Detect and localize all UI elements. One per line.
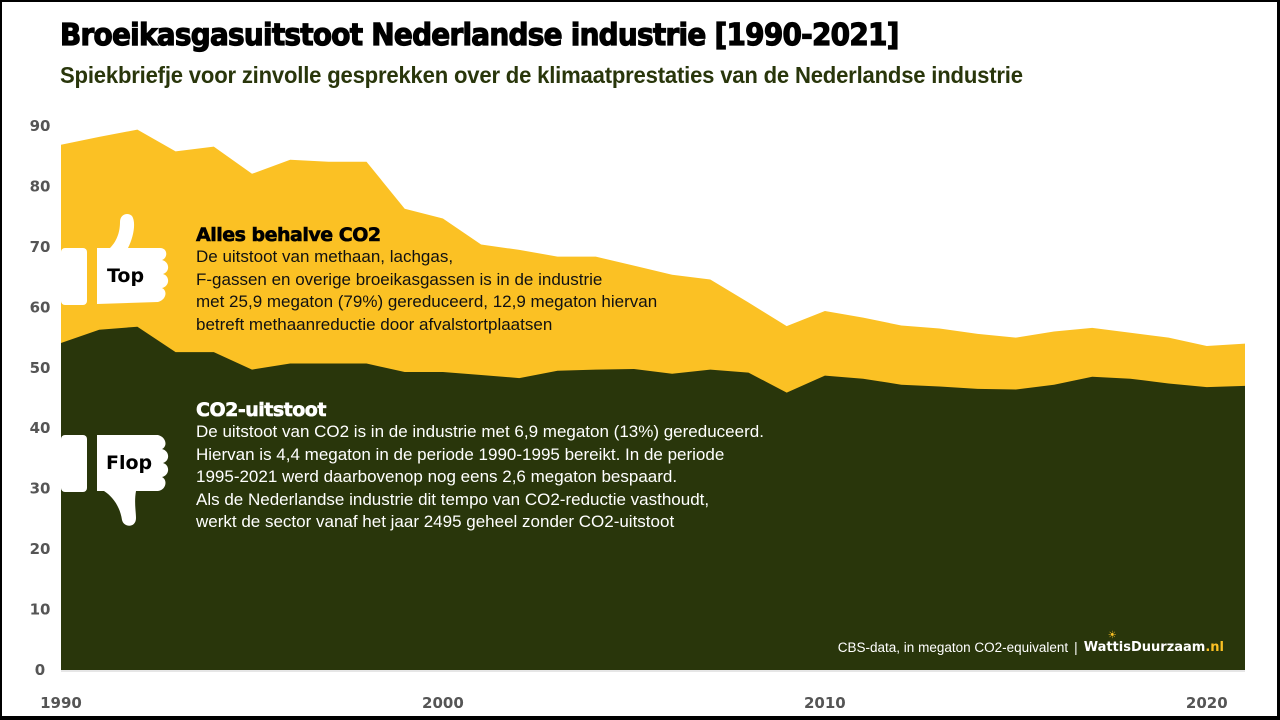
y-tick-label: 30: [30, 480, 51, 498]
flop-badge: Flop: [106, 452, 153, 474]
y-tick-label: 10: [30, 601, 51, 619]
y-tick-label: 60: [30, 298, 51, 316]
x-tick-label: 2000: [422, 694, 464, 712]
annotation-top-line: De uitstoot van methaan, lachgas,: [196, 247, 454, 266]
x-tick-label: 1990: [40, 694, 82, 712]
brand-logo: ☀ WattisDuurzaam.nl: [1083, 630, 1224, 655]
annotation-top: Alles behalve CO2 De uitstoot van methaa…: [196, 224, 657, 336]
annotation-flop-line: De uitstoot van CO2 is in de industrie m…: [196, 422, 764, 441]
annotation-flop-line: Hiervan is 4,4 megaton in de periode 199…: [196, 444, 725, 464]
source-text: CBS-data, in megaton CO2-equivalent: [837, 640, 1069, 655]
sun-icon: ☀: [1107, 630, 1117, 641]
annotation-top-heading: Alles behalve CO2: [196, 224, 382, 247]
annotation-flop: CO2-uitstoot De uitstoot van CO2 is in d…: [196, 399, 764, 534]
annotation-top-line: F-gassen en overige broeikasgassen is in…: [196, 269, 603, 289]
logo-main: WattisDuurzaam: [1083, 640, 1206, 655]
source-credit: CBS-data, in megaton CO2-equivalent | ☀ …: [837, 630, 1224, 655]
annotation-flop-line: Als de Nederlandse industrie dit tempo v…: [196, 489, 710, 509]
page-subtitle: Spiekbriefje voor zinvolle gesprekken ov…: [60, 62, 1023, 88]
chart-areas: [61, 129, 1245, 672]
y-tick-label: 0: [35, 661, 45, 679]
y-tick-label: 20: [30, 540, 51, 558]
y-tick-label: 90: [30, 117, 51, 135]
area-co2: [61, 326, 1245, 670]
annotation-flop-line: 1995-2021 werd daarbovenop nog eens 2,6 …: [196, 467, 678, 486]
x-tick-label: 2020: [1186, 694, 1228, 712]
x-axis: 1990 2000 2010 2020: [40, 694, 1228, 712]
source-separator: |: [1074, 640, 1078, 655]
y-tick-label: 50: [30, 359, 51, 377]
y-tick-label: 70: [30, 238, 51, 256]
annotation-flop-heading: CO2-uitstoot: [196, 399, 327, 422]
logo-tld: nl: [1210, 640, 1224, 655]
annotation-top-line: met 25,9 megaton (79%) gereduceerd, 12,9…: [196, 292, 658, 311]
y-axis: 0 10 20 30 40 50 60 70 80 90: [30, 117, 51, 679]
page-title: Broeikasgasuitstoot Nederlandse industri…: [59, 17, 900, 53]
top-badge: Top: [107, 265, 145, 287]
x-tick-label: 2010: [804, 694, 846, 712]
annotation-flop-line: werkt de sector vanaf het jaar 2495 gehe…: [196, 512, 675, 531]
logo-dot: .: [1205, 640, 1211, 655]
y-tick-label: 80: [30, 177, 51, 195]
y-tick-label: 40: [30, 419, 51, 437]
thumbs-up-icon: [61, 214, 169, 305]
thumbs-down-icon: [61, 435, 169, 526]
annotation-top-line: betreft methaanreductie door afvalstortp…: [196, 314, 553, 334]
